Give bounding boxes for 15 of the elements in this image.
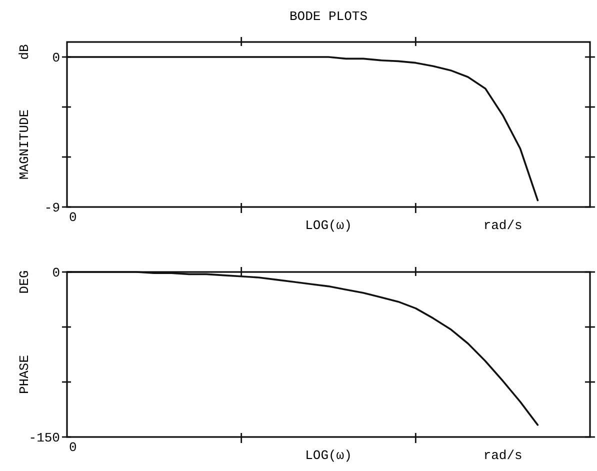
chart-title: BODE PLOTS <box>289 9 368 24</box>
y-axis-title: MAGNITUDE <box>17 109 32 180</box>
text: rad/s <box>483 448 522 463</box>
text: 0 <box>69 440 77 455</box>
y-tick-label: -150 <box>28 430 60 446</box>
text: dB <box>17 44 32 60</box>
y-tick-label: -9 <box>44 200 60 216</box>
y-tick-label: 0 <box>52 266 60 281</box>
text: DEG <box>17 270 32 294</box>
text: rad/s <box>483 218 522 233</box>
y-tick-label: 0 <box>52 50 60 66</box>
y-axis-title: PHASE <box>17 354 32 394</box>
x-axis-title: LOG(ω) <box>305 448 352 463</box>
x-axis-title: LOG(ω) <box>305 218 352 233</box>
text: 0 <box>69 210 77 225</box>
